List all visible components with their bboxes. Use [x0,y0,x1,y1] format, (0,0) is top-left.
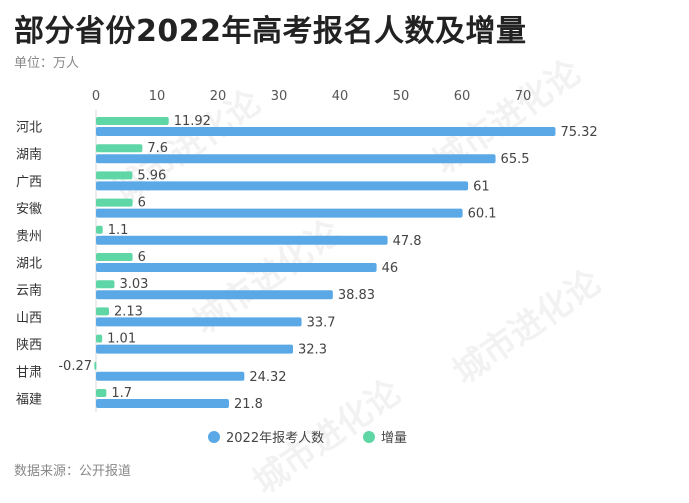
bar-increment [96,225,103,234]
category-label: 湖南 [16,147,42,163]
bar-increment [96,307,109,316]
bar-total [96,263,377,272]
x-tick-label: 10 [149,89,166,104]
x-tick-label: 20 [210,89,227,104]
bar-increment [96,280,115,289]
data-label-increment: 2.13 [114,304,143,319]
x-tick-label: 60 [454,89,471,104]
x-tick-label: 70 [515,89,532,104]
bar-total [96,371,245,381]
bar-increment [96,144,143,153]
category-label: 贵州 [16,229,42,244]
data-label-total: 33.7 [307,315,336,330]
bar-increment [96,198,133,207]
bar-increment [94,361,97,370]
bar-total [96,235,388,245]
data-label-increment: 6 [138,250,146,265]
data-label-total: 24.32 [249,370,286,385]
bar-total [96,290,333,300]
bar-total [96,317,302,327]
category-label: 河北 [16,121,42,136]
data-label-increment: 5.96 [137,168,166,183]
data-label-total: 32.3 [298,343,327,358]
data-label-increment: 1.01 [107,332,136,347]
category-label: 山西 [16,311,42,326]
bar-total [96,208,463,218]
data-label-increment: 11.92 [174,114,211,129]
category-label: 福建 [16,393,42,408]
data-source: 数据来源：公开报道 [14,464,132,479]
bar-increment [96,117,169,125]
data-label-total: 47.8 [393,234,422,249]
legend-label: 2022年报考人数 [226,431,324,446]
x-tick-label: 50 [393,89,410,104]
category-label: 湖北 [16,257,42,272]
bar-increment [96,171,133,180]
data-label-total: 75.32 [560,125,597,140]
bar-total [96,181,469,191]
unit-label: 单位：万人 [14,56,80,71]
x-tick-label: 0 [92,89,100,104]
data-label-total: 46 [382,261,399,276]
data-label-increment: 7.6 [147,141,168,156]
bar-total [96,399,229,408]
chart-title: 部分省份2022年高考报名人数及增量 [14,14,527,49]
data-label-total: 21.8 [234,397,263,412]
legend-marker [208,431,220,443]
category-label: 云南 [16,283,42,299]
legend-marker [363,431,375,443]
legend-label: 增量 [381,431,407,446]
x-tick-label: 40 [332,89,349,104]
bar-increment [96,334,103,343]
data-label-total: 65.5 [501,152,530,167]
bar-total [96,127,556,136]
bar-increment [96,389,107,397]
bar-increment [96,253,133,261]
data-label-total: 61 [473,179,490,194]
data-label-increment: 6 [138,196,146,211]
x-tick-label: 30 [271,89,288,104]
category-label: 陕西 [16,338,42,353]
data-label-total: 38.83 [338,288,375,303]
category-label: 广西 [16,175,42,190]
bar-total [96,344,294,354]
bar-total [96,154,496,164]
data-label-total: 60.1 [468,207,497,222]
category-label: 甘肃 [16,365,42,380]
data-label-increment: 1.7 [111,386,132,401]
category-label: 安徽 [16,202,42,217]
data-label-increment: -0.27 [58,359,92,374]
data-label-increment: 1.1 [108,223,129,238]
data-label-increment: 3.03 [119,277,148,292]
